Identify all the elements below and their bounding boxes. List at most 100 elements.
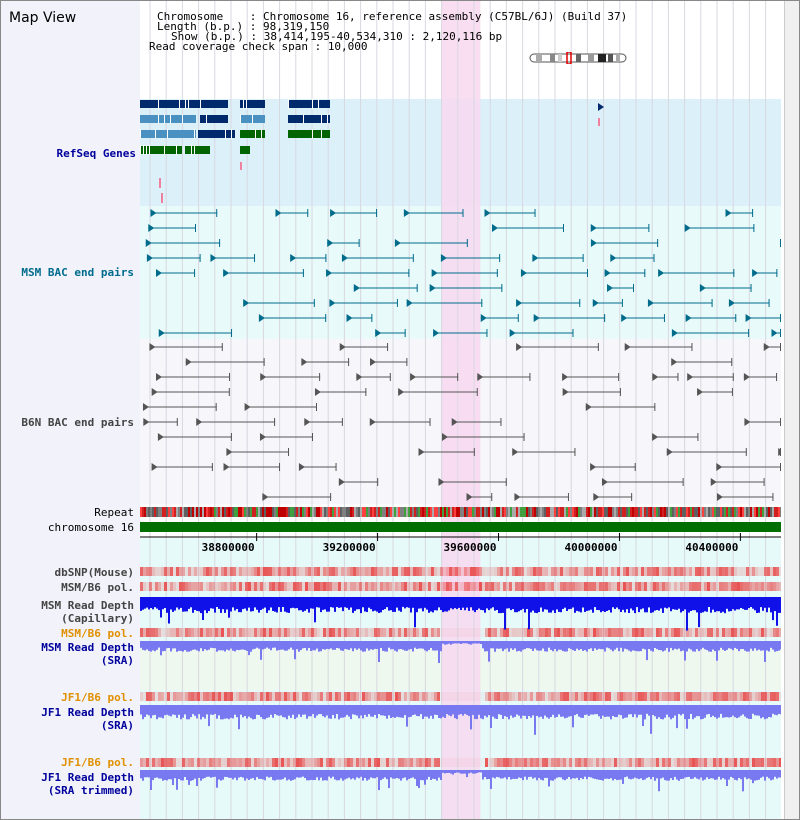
jf1-pol2-cell <box>653 758 656 767</box>
msm-cap-depth-bar <box>618 597 620 610</box>
msm-pol-cell <box>734 582 737 591</box>
msm-pol-cell <box>329 582 332 591</box>
jf1-sra-depth-bar <box>420 705 422 715</box>
msm-sra-depth-bar <box>372 641 374 650</box>
msm-cap-depth-bar <box>734 597 736 611</box>
msm-cap-depth-bar <box>450 597 452 609</box>
jf1-trim-depth-bar <box>626 770 628 777</box>
msm-pol-cell <box>611 582 614 591</box>
msm-pol2-cell <box>371 628 374 637</box>
jf1-trim-depth-bar <box>754 770 756 781</box>
repeat-segment <box>208 507 210 517</box>
jf1-trim-depth-bar <box>370 770 372 778</box>
jf1-pol-cell <box>287 692 290 701</box>
jf1-pol-cell <box>551 692 554 701</box>
jf1-trim-depth-bar <box>204 770 206 778</box>
dbsnp-cell <box>314 567 317 576</box>
label-b6n-bac[interactable]: B6N BAC end pairs <box>21 416 134 429</box>
msm-pol-cell <box>230 582 233 591</box>
jf1-pol-cell <box>464 692 467 701</box>
msm-pol-cell <box>530 582 533 591</box>
msm-pol2-cell <box>728 628 731 637</box>
b6n-bac-end <box>687 373 694 381</box>
jf1-sra-depth-bar <box>716 705 718 719</box>
dbsnp-cell <box>740 567 743 576</box>
repeat-segment <box>460 507 462 517</box>
jf1-sra-depth-bar <box>192 705 194 715</box>
msm-cap-depth-bar <box>738 597 740 610</box>
label-jf1-depth-trim-2: (SRA trimmed) <box>47 784 134 797</box>
jf1-trim-depth-bar <box>166 770 168 781</box>
jf1-pol-cell <box>596 692 599 701</box>
msm-cap-depth-bar <box>764 597 766 608</box>
dbsnp-cell <box>374 567 377 576</box>
repeat-segment <box>680 507 682 517</box>
jf1-pol-cell <box>758 692 761 701</box>
jf1-trim-depth-bar <box>400 770 402 781</box>
msm-sra-depth-bar <box>164 641 166 651</box>
jf1-sra-depth-bar <box>198 705 200 715</box>
vertical-scrollbar[interactable] <box>784 1 799 819</box>
repeat-segment <box>320 507 322 517</box>
repeat-segment <box>214 507 216 517</box>
jf1-trim-depth-bar <box>630 770 632 780</box>
msm-sra-depth-bar <box>306 641 308 651</box>
msm-cap-depth-bar <box>184 597 186 612</box>
jf1-trim-depth-bar <box>454 770 456 773</box>
msm-cap-depth-bar <box>280 597 282 612</box>
b6n-bac-end <box>356 373 363 381</box>
jf1-trim-depth-bar <box>526 770 528 780</box>
msm-pol2-cell <box>536 628 539 637</box>
repeat-segment <box>774 507 776 517</box>
track-features[interactable] <box>140 0 781 820</box>
label-msm-bac[interactable]: MSM BAC end pairs <box>21 266 134 279</box>
chromosome-ideogram-icon[interactable] <box>528 52 628 64</box>
msm-pol2-cell <box>545 628 548 637</box>
b6n-bac-end <box>457 373 459 381</box>
dbsnp-cell <box>302 567 305 576</box>
msm-sra-depth-bar <box>210 641 212 648</box>
dbsnp-cell <box>557 567 560 576</box>
dbsnp-cell <box>596 567 599 576</box>
msm-pol-cell <box>407 582 410 591</box>
dbsnp-cell <box>695 567 698 576</box>
msm-bac-end <box>231 329 233 337</box>
jf1-sra-depth-bar <box>546 705 548 718</box>
msm-pol-cell <box>635 582 638 591</box>
jf1-trim-depth-bar <box>472 770 474 774</box>
repeat-segment <box>344 507 346 517</box>
msm-cap-depth-bar <box>754 597 756 611</box>
jf1-sra-depth-bar <box>244 705 246 716</box>
msm-pol-cell <box>737 582 740 591</box>
jf1-pol-cell <box>548 692 551 701</box>
msm-pol2-cell <box>506 628 509 637</box>
jf1-sra-depth-bar <box>648 705 650 716</box>
msm-bac-end <box>394 239 401 247</box>
msm-pol2-cell <box>206 628 209 637</box>
jf1-pol2-cell <box>233 758 236 767</box>
msm-cap-depth-bar <box>702 597 704 613</box>
dbsnp-cell <box>455 567 458 576</box>
jf1-sra-depth-bar <box>162 705 164 719</box>
jf1-trim-depth-bar <box>254 770 256 781</box>
jf1-pol2-cell <box>515 758 518 767</box>
msm-sra-depth-bar <box>378 641 380 662</box>
msm-pol2-cell <box>509 628 512 637</box>
msm-sra-depth-bar <box>698 641 700 652</box>
msm-pol2-cell <box>539 628 542 637</box>
label-refseq-genes[interactable]: RefSeq Genes <box>56 147 136 160</box>
repeat-segment <box>780 507 781 517</box>
msm-pol2-cell <box>359 628 362 637</box>
dbsnp-cell <box>755 567 758 576</box>
repeat-segment <box>152 507 154 517</box>
jf1-trim-depth-bar <box>522 770 524 781</box>
msm-pol2-cell <box>455 628 458 637</box>
msm-sra-depth-bar <box>574 641 576 651</box>
jf1-sra-depth-bar <box>238 705 240 730</box>
msm-bac-end <box>484 209 491 217</box>
msm-sra-depth-bar <box>312 641 314 651</box>
msm-bac-end <box>431 269 438 277</box>
msm-sra-depth-bar <box>684 641 686 661</box>
jf1-sra-depth-bar <box>140 705 142 715</box>
dbsnp-cell <box>491 567 494 576</box>
